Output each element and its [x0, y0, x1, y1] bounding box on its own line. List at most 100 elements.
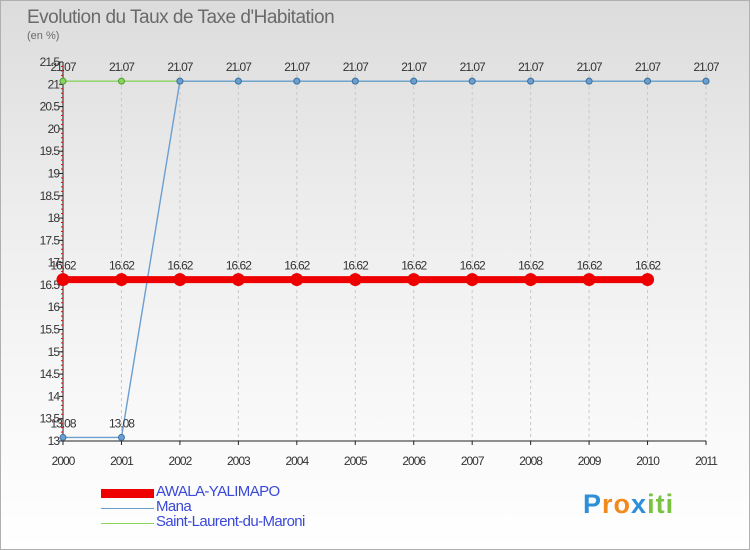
- data-label: 16.62: [109, 259, 135, 273]
- series-point-1: [585, 77, 593, 85]
- grid-lines: [120, 62, 707, 441]
- data-label: 16.62: [401, 259, 427, 273]
- data-label: 21.07: [693, 60, 719, 74]
- data-label: 16.62: [577, 259, 603, 273]
- y-tick-label: 13: [48, 434, 61, 448]
- data-label: 21.07: [226, 60, 252, 74]
- x-tick-label: 2002: [169, 454, 193, 468]
- y-tick-label: 19: [48, 166, 61, 180]
- x-tick-label: 2003: [227, 454, 251, 468]
- y-tick-label: 21.5: [40, 55, 61, 69]
- y-tick-label: 17.5: [40, 233, 61, 247]
- series-point-1: [351, 77, 359, 85]
- data-label: 21.07: [460, 60, 486, 74]
- x-tick-label: 2011: [695, 454, 718, 468]
- series-point-2: [117, 77, 125, 85]
- x-tick-label: 2004: [285, 454, 309, 468]
- series-point-0: [582, 273, 596, 287]
- chart-title: Evolution du Taux de Taxe d'Habitation: [27, 7, 335, 28]
- x-tick-label: 2008: [519, 454, 543, 468]
- y-tick-label: 16.5: [40, 278, 61, 292]
- logo-letter: i: [647, 489, 656, 519]
- series-point-1: [468, 77, 476, 85]
- x-tick-label: 2001: [110, 454, 134, 468]
- y-tick-label: 20.5: [40, 100, 61, 114]
- data-label: 21.07: [167, 60, 193, 74]
- data-label: 16.62: [343, 259, 369, 273]
- y-tick-label: 20: [48, 122, 61, 136]
- series-point-0: [407, 273, 421, 287]
- series-point-0: [641, 273, 655, 287]
- x-axis-ticks: 2000 2001 2002 2003 2004 2005 2006 2007 2008 2009…: [52, 454, 720, 468]
- y-tick-label: 19.5: [40, 144, 61, 158]
- legend-label-saint-laurent: Saint-Laurent-du-Maroni: [156, 513, 305, 530]
- y-tick-label: 16: [48, 300, 61, 314]
- data-label: 13.08: [109, 416, 135, 430]
- series-point-2: [59, 77, 67, 85]
- series-point-1: [410, 77, 418, 85]
- series-point-0: [524, 273, 538, 287]
- series-point-1: [117, 433, 125, 441]
- series-point-1: [702, 77, 710, 85]
- data-label: 21.07: [284, 60, 310, 74]
- y-tick-label: 15: [48, 345, 61, 359]
- legend-swatch-awala: [101, 489, 154, 498]
- y-tick-label: 18.5: [40, 189, 61, 203]
- y-tick-label: 17: [48, 256, 61, 270]
- legend-swatch-saint-laurent: [101, 523, 154, 524]
- logo-letter: t: [655, 489, 666, 519]
- y-tick-label: 14.5: [40, 367, 61, 381]
- y-tick-label: 21: [48, 77, 61, 91]
- data-label: 21.07: [518, 60, 544, 74]
- series-point-1: [644, 77, 652, 85]
- logo-letter: i: [665, 489, 675, 519]
- legend-label-mana: Mana: [156, 498, 192, 515]
- y-tick-label: 15.5: [40, 323, 61, 337]
- proxiti-logo: Proxiti: [583, 489, 674, 520]
- series-line-1: [62, 80, 707, 439]
- series-point-1: [234, 77, 242, 85]
- series-point-0: [56, 273, 70, 287]
- series-point-0: [465, 273, 479, 287]
- data-label: 13.08: [50, 416, 76, 430]
- series-point-0: [290, 273, 304, 287]
- series-point-0: [173, 273, 187, 287]
- data-label: 21.07: [109, 60, 135, 74]
- series-point-0: [348, 273, 362, 287]
- series-point-1: [293, 77, 301, 85]
- logo-letter: o: [613, 489, 632, 519]
- series-lines: [56, 77, 710, 441]
- data-label: 21.07: [50, 60, 76, 74]
- data-label: 16.62: [167, 259, 193, 273]
- y-axis-ticks: 13 13.5 14 14.5 15 15.5 16 16.5 17 17.5 18 18.5 19 19…: [40, 55, 62, 448]
- series-point-1: [59, 433, 67, 441]
- data-label: 21.07: [635, 60, 661, 74]
- data-label: 16.62: [226, 259, 252, 273]
- series-point-0: [114, 273, 128, 287]
- logo-letter: r: [602, 489, 614, 519]
- x-tick-label: 2007: [461, 454, 485, 468]
- logo-letter: P: [583, 489, 603, 519]
- x-tick-label: 2006: [402, 454, 426, 468]
- x-tick-label: 2010: [636, 454, 660, 468]
- data-label: 21.07: [343, 60, 369, 74]
- legend-label-awala: AWALA-YALIMAPO: [156, 483, 280, 500]
- y-tick-label: 13.5: [40, 412, 61, 426]
- chart-unit-label: (en %): [27, 30, 60, 42]
- x-tick-label: 2009: [578, 454, 602, 468]
- data-label: 16.62: [50, 259, 76, 273]
- axes: [59, 61, 707, 445]
- x-tick-label: 2000: [52, 454, 76, 468]
- series-point-1: [527, 77, 535, 85]
- data-label: 21.07: [577, 60, 603, 74]
- series-point-0: [231, 273, 245, 287]
- y-tick-label: 14: [48, 389, 61, 403]
- series-point-1: [176, 77, 184, 85]
- data-label: 16.62: [460, 259, 486, 273]
- x-tick-label: 2005: [344, 454, 368, 468]
- data-label: 21.07: [401, 60, 427, 74]
- data-label: 16.62: [284, 259, 310, 273]
- data-labels: 16.62 16.62 16.62 16.62 16.62 16.62 16.62 16.62…: [50, 60, 720, 430]
